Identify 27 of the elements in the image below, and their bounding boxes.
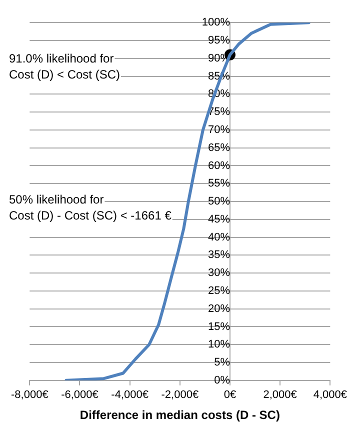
y-tick-label: 0% — [214, 374, 230, 386]
y-tick-label: 65% — [208, 142, 230, 154]
y-tick-label: 95% — [208, 34, 230, 47]
x-axis-title: Difference in median costs (D - SC) — [80, 408, 280, 422]
y-tick-label: 25% — [208, 284, 230, 297]
y-tick-label: 100% — [202, 16, 230, 29]
y-tick-label: 35% — [208, 249, 230, 262]
x-tick-label: -6,000€ — [61, 389, 98, 402]
y-tick-label: 30% — [208, 267, 230, 280]
y-tick-label: 10% — [208, 338, 230, 351]
y-tick-label: 45% — [208, 213, 230, 226]
x-tick-label: 4,000€ — [313, 389, 348, 402]
y-tick-label: 60% — [208, 160, 230, 172]
x-tick-label: -2,000€ — [161, 389, 199, 402]
y-tick-label: 40% — [208, 231, 230, 244]
y-tick-label: 50% — [208, 196, 230, 208]
x-tick-label: 0€ — [224, 389, 236, 402]
x-tick-label: 2,000€ — [263, 389, 297, 402]
y-tick-label: 5% — [214, 356, 230, 369]
y-tick-label: 20% — [208, 302, 230, 315]
x-tick-label: -4,000€ — [111, 389, 148, 402]
y-tick-label: 55% — [208, 178, 230, 190]
annotation: 50% likelihood for Cost (D) - Cost (SC) < -1661 € — [9, 192, 172, 223]
x-tick-label: -8,000€ — [11, 389, 48, 402]
y-tick-label: 70% — [208, 124, 230, 136]
y-tick-label: 15% — [208, 320, 230, 333]
annotation: 91.0% likelihood for Cost (D) < Cost (SC) — [9, 51, 120, 82]
